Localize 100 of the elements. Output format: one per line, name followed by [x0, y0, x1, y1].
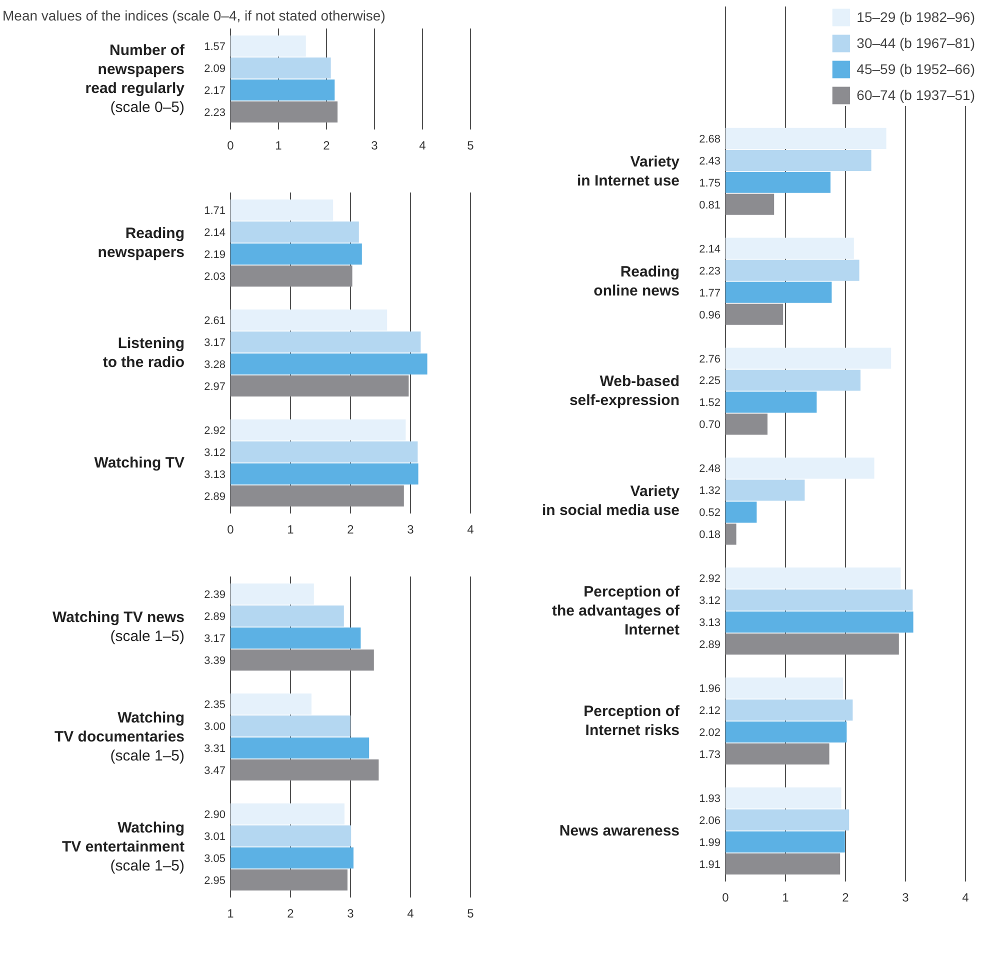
y-tick-label: Listening to the radio — [102, 335, 185, 371]
data-label: 3.13 — [699, 617, 721, 630]
data-label: 3.01 — [204, 830, 226, 843]
data-label: 2.03 — [204, 271, 226, 284]
x-tick-label: 3 — [371, 138, 378, 152]
data-label: 1.77 — [699, 287, 721, 300]
data-label: 2.43 — [699, 155, 721, 168]
bar — [726, 414, 768, 435]
bar — [726, 524, 736, 545]
bar — [726, 831, 845, 852]
data-label: 2.12 — [699, 705, 721, 718]
data-label: 2.23 — [699, 265, 721, 278]
bar — [230, 463, 418, 484]
bar — [726, 480, 805, 501]
y-tick-label: Reading newspapers — [98, 225, 185, 262]
bar — [726, 370, 860, 391]
bar — [726, 743, 830, 765]
x-tick-label: 3 — [407, 522, 414, 536]
data-label: 2.89 — [204, 611, 226, 624]
bar — [726, 853, 840, 874]
data-label: 1.71 — [204, 205, 226, 218]
data-label: 2.76 — [699, 353, 721, 366]
bar — [726, 721, 847, 743]
bar — [726, 348, 892, 369]
x-tick-label: 1 — [287, 522, 294, 536]
bar — [230, 101, 338, 122]
data-label: 2.35 — [204, 699, 226, 712]
data-label: 3.05 — [204, 852, 226, 865]
data-label: 2.97 — [204, 380, 226, 393]
data-label: 2.90 — [204, 808, 226, 821]
x-tick-label: 0 — [227, 138, 234, 152]
data-label: 1.73 — [699, 748, 721, 761]
data-label: 3.31 — [204, 742, 226, 755]
data-label: 0.81 — [699, 199, 721, 212]
bar — [726, 568, 901, 589]
bar — [726, 128, 886, 149]
x-tick-label: 4 — [467, 522, 474, 536]
bar — [230, 353, 428, 375]
x-tick-label: 4 — [419, 138, 426, 152]
bar — [726, 634, 899, 655]
data-label: 3.00 — [204, 721, 226, 734]
bar — [726, 809, 850, 830]
x-tick-label: 4 — [962, 890, 970, 904]
data-label: 0.70 — [699, 419, 721, 432]
bar — [726, 260, 860, 281]
bar — [230, 265, 352, 287]
data-label: 0.96 — [699, 309, 721, 322]
data-label: 3.17 — [204, 633, 226, 646]
data-label: 2.68 — [699, 133, 721, 146]
data-label: 2.39 — [204, 589, 226, 602]
chart-title: Mean values of the indices (scale 0–4, if not stated otherwise) — [2, 8, 386, 24]
data-label: 2.25 — [699, 375, 721, 388]
bar — [726, 194, 774, 215]
bar — [726, 502, 757, 523]
data-label: 1.91 — [699, 858, 721, 871]
x-tick-label: 4 — [407, 906, 414, 920]
bar — [726, 458, 874, 479]
data-label: 2.14 — [699, 243, 721, 256]
x-tick-label: 1 — [227, 906, 234, 920]
y-tick-label: Web-based self-expression — [569, 373, 680, 410]
data-label: 3.28 — [204, 358, 226, 371]
y-tick-label: Perception of Internet risks — [584, 703, 681, 740]
x-tick-label: 2 — [347, 522, 354, 536]
bar — [230, 309, 388, 331]
data-label: 2.09 — [204, 63, 226, 76]
x-tick-label: 2 — [287, 906, 294, 920]
data-label: 2.89 — [204, 490, 226, 503]
bar — [230, 485, 404, 506]
data-label: 2.14 — [204, 227, 226, 240]
legend-label: 30–44 (b 1967–81) — [856, 35, 975, 51]
data-label: 3.12 — [699, 595, 721, 608]
legend-label: 60–74 (b 1937–51) — [856, 87, 975, 103]
data-label: 1.52 — [699, 397, 721, 410]
x-tick-label: 5 — [467, 138, 474, 152]
data-label: 1.75 — [699, 177, 721, 190]
x-tick-label: 3 — [902, 890, 910, 904]
data-label: 2.23 — [204, 106, 226, 119]
bar — [726, 677, 844, 699]
y-tick-label: Number of newspapers read regularly (scale 0–5) — [85, 42, 186, 116]
data-label: 1.32 — [699, 485, 721, 498]
data-label: 2.61 — [204, 315, 226, 328]
x-tick-label: 0 — [722, 890, 730, 904]
data-label: 3.13 — [204, 468, 226, 481]
bar — [726, 150, 872, 171]
data-label: 3.17 — [204, 337, 226, 350]
data-label: 3.47 — [204, 764, 226, 777]
data-label: 2.02 — [699, 727, 721, 740]
y-tick-label: News awareness — [559, 822, 680, 840]
data-label: 1.96 — [699, 683, 721, 696]
bar — [726, 612, 914, 633]
bar — [230, 79, 335, 101]
data-label: 0.52 — [699, 507, 721, 520]
bar — [230, 36, 306, 57]
data-label: 2.17 — [204, 84, 226, 97]
bar — [726, 282, 832, 303]
data-label: 2.06 — [699, 814, 721, 827]
bar — [230, 222, 359, 243]
y-tick-label: Watching TV news (scale 1–5) — [52, 609, 185, 646]
bar — [230, 331, 421, 353]
y-tick-label: Watching TV entertainment (scale 1–5) — [62, 819, 185, 874]
